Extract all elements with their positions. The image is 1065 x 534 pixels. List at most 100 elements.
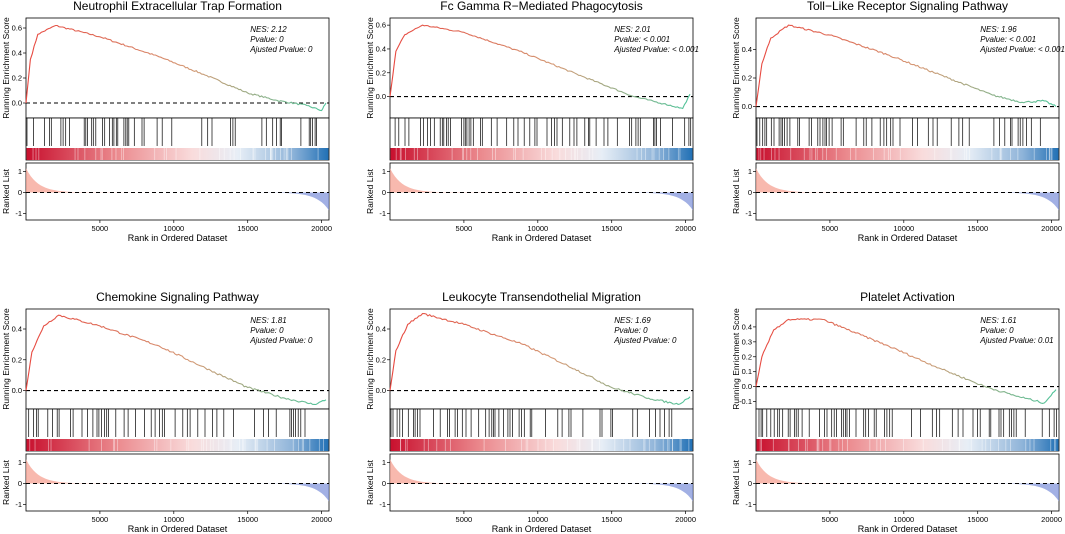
- rank-heat-strip: [26, 148, 329, 160]
- rank-y-axis-label: Ranked List: [365, 459, 375, 505]
- rank-heat-strip: [756, 439, 1059, 451]
- ranked-list-positive-area: [26, 168, 163, 193]
- es-curve: [755, 317, 1057, 404]
- x-tick-label: 5000: [822, 515, 839, 524]
- x-tick-label: 15000: [237, 515, 258, 524]
- es-y-axis-label: Running Enrichment Score: [365, 308, 375, 410]
- es-y-tick-label: 0.2: [12, 355, 22, 364]
- es-y-tick-label: 0.4: [12, 325, 22, 334]
- pvalue-label: Pvalue: 0: [980, 326, 1014, 335]
- ranked-list-positive-area: [390, 168, 527, 193]
- es-y-tick-label: 0.2: [376, 68, 386, 77]
- ranked-list-positive-area: [26, 459, 163, 484]
- es-curve: [25, 314, 327, 406]
- es-y-axis-label: Running Enrichment Score: [731, 308, 741, 410]
- ranked-list-frame: [755, 162, 1060, 221]
- nes-label: NES: 1.61: [980, 316, 1016, 325]
- x-tick-label: 15000: [601, 224, 622, 233]
- chart-title: Toll−Like Receptor Signaling Pathway: [807, 0, 1008, 13]
- ranked-list-positive-area: [390, 459, 527, 484]
- gsea-panel-1: Neutrophil Extracellular Trap Formation 0…: [1, 0, 332, 243]
- es-y-tick-label: -0.1: [739, 397, 752, 406]
- es-y-tick-label: 0.0: [376, 92, 386, 101]
- rank-y-tick-label: 0: [18, 188, 22, 197]
- es-y-axis-label: Running Enrichment Score: [365, 17, 375, 119]
- rank-y-tick-label: 1: [18, 458, 22, 467]
- x-tick-label: 10000: [893, 515, 914, 524]
- x-tick-label: 5000: [822, 224, 839, 233]
- nes-label: NES: 2.12: [250, 25, 287, 34]
- es-y-tick-label: 0.0: [376, 386, 386, 395]
- es-curve: [755, 24, 1057, 107]
- x-tick-label: 5000: [92, 224, 109, 233]
- ranked-list-frame: [755, 453, 1060, 512]
- ranked-list-negative-area: [983, 192, 1059, 211]
- adjusted-pvalue-label: Ajusted Pvalue: 0: [613, 336, 677, 345]
- ranked-list-negative-area: [617, 192, 693, 211]
- x-axis-label: Rank in Ordered Dataset: [492, 524, 592, 534]
- pvalue-label: Pvalue: < 0.001: [980, 35, 1036, 44]
- es-y-tick-label: 0.0: [742, 382, 752, 391]
- gsea-panel-6: Platelet Activation -0.1 0.0 0.1 0.2 0.3 0.4 NE…: [731, 290, 1062, 534]
- es-y-tick-label: 0.4: [376, 325, 386, 334]
- x-axis-label: Rank in Ordered Dataset: [128, 233, 228, 243]
- pvalue-label: Pvalue: 0: [614, 326, 648, 335]
- es-y-axis-label: Running Enrichment Score: [1, 17, 11, 119]
- es-y-tick-label: 0.3: [742, 337, 752, 346]
- pvalue-label: Pvalue: 0: [250, 326, 284, 335]
- rank-y-tick-label: 1: [382, 458, 386, 467]
- x-tick-label: 5000: [456, 515, 473, 524]
- es-y-axis-label: Running Enrichment Score: [1, 308, 11, 410]
- chart-title: Chemokine Signaling Pathway: [96, 290, 259, 304]
- x-tick-label: 10000: [527, 224, 548, 233]
- rank-heat-strip: [26, 439, 329, 451]
- es-y-tick-label: 0.1: [742, 367, 752, 376]
- rank-y-tick-label: 0: [748, 188, 752, 197]
- es-y-tick-label: 0.2: [376, 355, 386, 364]
- rank-y-axis-label: Ranked List: [731, 168, 741, 214]
- x-axis-label: Rank in Ordered Dataset: [128, 524, 228, 534]
- rank-y-axis-label: Ranked List: [1, 459, 11, 505]
- rank-heat-strip: [390, 439, 693, 451]
- es-curve: [389, 313, 691, 405]
- ranked-list-positive-area: [756, 459, 893, 484]
- es-y-tick-label: 0.6: [376, 21, 386, 30]
- x-tick-label: 20000: [675, 224, 696, 233]
- adjusted-pvalue-label: Ajusted Pvalue: 0.01: [979, 336, 1053, 345]
- ranked-list-negative-area: [253, 192, 329, 211]
- rank-y-tick-label: -1: [15, 209, 22, 218]
- es-y-tick-label: 0.2: [742, 352, 752, 361]
- es-y-tick-label: 0.2: [742, 74, 752, 83]
- rank-y-tick-label: 0: [382, 479, 386, 488]
- gsea-panel-4: Chemokine Signaling Pathway 0.0 0.2 0.4 NES:…: [1, 290, 332, 534]
- ranked-list-negative-area: [983, 483, 1059, 502]
- es-y-tick-label: 0.6: [12, 24, 22, 33]
- es-y-tick-label: 0.4: [742, 45, 752, 54]
- x-tick-label: 15000: [237, 224, 258, 233]
- x-tick-label: 10000: [893, 224, 914, 233]
- nes-label: NES: 1.81: [250, 316, 286, 325]
- x-tick-label: 10000: [163, 224, 184, 233]
- x-axis-label: Rank in Ordered Dataset: [858, 233, 958, 243]
- x-tick-label: 15000: [601, 515, 622, 524]
- ranked-list-frame: [25, 453, 330, 512]
- chart-title: Fc Gamma R−Mediated Phagocytosis: [440, 0, 642, 13]
- gsea-panel-3: Toll−Like Receptor Signaling Pathway 0.0 0…: [731, 0, 1065, 243]
- x-tick-label: 15000: [967, 515, 988, 524]
- es-y-tick-label: 0.2: [12, 74, 22, 83]
- es-y-tick-label: 0.4: [12, 49, 22, 58]
- es-curve: [25, 24, 327, 112]
- x-tick-label: 20000: [1041, 224, 1062, 233]
- pvalue-label: Pvalue: < 0.001: [614, 35, 670, 44]
- x-tick-label: 20000: [311, 224, 332, 233]
- rank-y-tick-label: -1: [745, 209, 752, 218]
- rank-y-tick-label: 0: [748, 479, 752, 488]
- rank-y-tick-label: 1: [18, 167, 22, 176]
- es-y-tick-label: 0.4: [742, 322, 752, 331]
- rank-y-tick-label: -1: [15, 500, 22, 509]
- adjusted-pvalue-label: Ajusted Pvalue: < 0.001: [979, 45, 1065, 54]
- es-y-axis-label: Running Enrichment Score: [731, 17, 741, 119]
- ranked-list-frame: [389, 453, 694, 512]
- x-axis-label: Rank in Ordered Dataset: [492, 233, 592, 243]
